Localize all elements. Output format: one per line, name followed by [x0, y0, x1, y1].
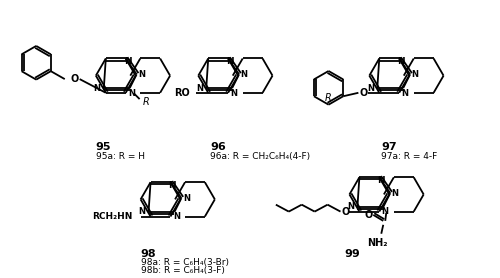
Text: N: N — [226, 57, 234, 66]
Text: R: R — [143, 97, 150, 107]
Text: N: N — [240, 70, 248, 79]
Text: N: N — [138, 70, 145, 79]
Text: 99: 99 — [344, 249, 360, 259]
Text: N: N — [382, 207, 388, 217]
Text: 98a: R = C₆H₄(3-Br): 98a: R = C₆H₄(3-Br) — [140, 258, 228, 267]
Text: N: N — [94, 84, 100, 93]
Text: N: N — [347, 202, 354, 212]
Text: N: N — [392, 189, 398, 198]
Text: N: N — [183, 193, 190, 203]
Text: 98: 98 — [140, 249, 156, 259]
Text: NH₂: NH₂ — [367, 238, 388, 248]
Text: 97: 97 — [382, 142, 397, 152]
Text: 95: 95 — [96, 142, 112, 152]
Text: R: R — [325, 93, 332, 103]
Text: 97a: R = 4-F: 97a: R = 4-F — [382, 152, 438, 161]
Text: N: N — [124, 57, 132, 66]
Text: N: N — [173, 212, 180, 221]
Text: 96: 96 — [210, 142, 226, 152]
Text: N: N — [196, 84, 203, 93]
Text: O: O — [70, 74, 79, 84]
Text: N: N — [230, 89, 237, 98]
Text: N: N — [128, 89, 135, 98]
Text: 95a: R = H: 95a: R = H — [96, 152, 145, 161]
Text: 96a: R = CH₂C₆H₄(4-F): 96a: R = CH₂C₆H₄(4-F) — [210, 152, 310, 161]
Text: N: N — [367, 84, 374, 93]
Text: N: N — [138, 207, 145, 217]
Text: O: O — [359, 88, 368, 98]
Text: RO: RO — [174, 88, 190, 98]
Text: N: N — [402, 89, 408, 98]
Text: N: N — [412, 70, 418, 79]
Text: O: O — [342, 207, 349, 217]
Text: 98b: R = C₆H₄(3-F): 98b: R = C₆H₄(3-F) — [140, 266, 224, 275]
Text: N: N — [168, 181, 176, 190]
Text: N: N — [398, 57, 405, 66]
Text: RCH₂HN: RCH₂HN — [92, 212, 132, 221]
Text: O: O — [364, 210, 372, 220]
Text: N: N — [378, 176, 385, 185]
